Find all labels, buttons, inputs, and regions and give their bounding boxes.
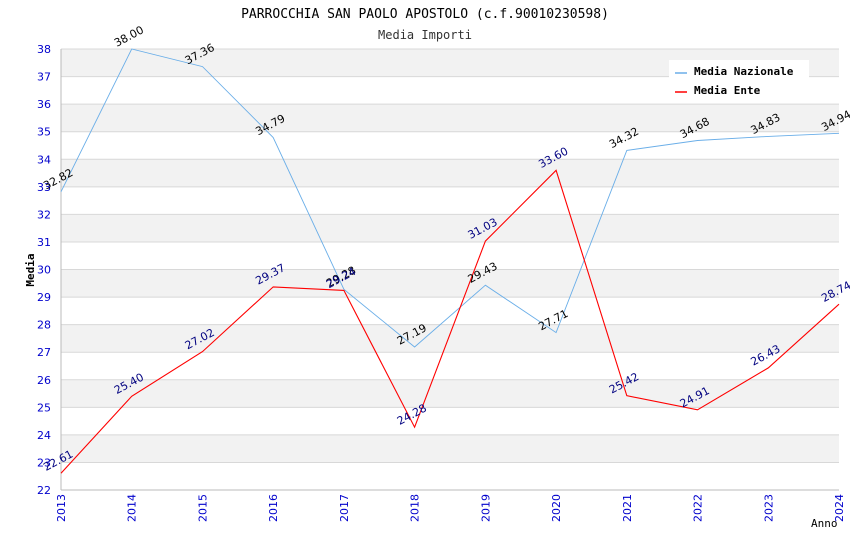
legend-box xyxy=(669,60,809,102)
background-band xyxy=(61,159,839,187)
y-tick-label: 31 xyxy=(37,236,51,249)
y-axis-label: Media xyxy=(24,253,37,286)
series-lines xyxy=(60,48,840,474)
y-tick-label: 23 xyxy=(37,456,51,469)
y-tick-label: 32 xyxy=(37,208,51,221)
y-tick-label: 34 xyxy=(37,153,51,166)
y-tick-label: 37 xyxy=(37,71,51,84)
plot-background-bands xyxy=(61,49,839,463)
chart-title: PARROCCHIA SAN PAOLO APOSTOLO (c.f.90010… xyxy=(241,7,609,22)
y-tick-label: 33 xyxy=(37,181,51,194)
legend: Media Nazionale Media Ente xyxy=(669,60,809,102)
y-tick-label: 26 xyxy=(37,374,51,387)
x-tick-label: 2015 xyxy=(196,494,209,522)
legend-label-media-ente: Media Ente xyxy=(694,84,761,97)
y-tick-label: 27 xyxy=(37,346,51,359)
gridlines xyxy=(61,48,839,491)
background-band xyxy=(61,324,839,353)
y-tick-label: 29 xyxy=(37,291,51,304)
x-tick-label: 2024 xyxy=(833,494,846,522)
background-band xyxy=(61,104,839,132)
data-label-media-nazionale: 32.82 xyxy=(41,166,75,192)
x-tick-label: 2021 xyxy=(621,494,634,522)
y-tick-label: 22 xyxy=(37,484,51,497)
y-tick-label: 35 xyxy=(37,126,51,139)
data-label-media-nazionale: 38.00 xyxy=(112,23,146,49)
series-line-media-ente xyxy=(60,169,840,474)
background-band xyxy=(61,269,839,298)
axes xyxy=(60,49,839,491)
chart-subtitle: Media Importi xyxy=(378,28,472,42)
x-tick-label: 2023 xyxy=(762,494,775,522)
x-tick-label: 2022 xyxy=(692,494,705,522)
data-label-media-ente: 22.61 xyxy=(41,448,75,474)
x-tick-label: 2018 xyxy=(409,494,422,522)
y-tick-label: 36 xyxy=(37,98,51,111)
x-tick-label: 2019 xyxy=(479,494,492,522)
x-tick-label: 2016 xyxy=(267,494,280,522)
y-tick-label: 24 xyxy=(37,429,51,442)
y-tick-label: 30 xyxy=(37,264,51,277)
x-tick-label: 2013 xyxy=(55,494,68,522)
y-tick-label: 38 xyxy=(37,43,51,56)
series-line-media-nazionale xyxy=(60,48,840,348)
background-band xyxy=(61,379,839,408)
y-axis-ticks: 22 23 24 25 26 27 28 29 30 31 32 33 34 35 36 37 38 xyxy=(37,43,51,497)
y-tick-label: 28 xyxy=(37,319,51,332)
x-tick-label: 2014 xyxy=(126,494,139,522)
legend-label-media-nazionale: Media Nazionale xyxy=(694,65,794,78)
x-tick-label: 2020 xyxy=(550,494,563,522)
background-band xyxy=(61,434,839,463)
y-tick-label: 25 xyxy=(37,401,51,414)
x-axis-ticks: 2013 2014 2015 2016 2017 2018 2019 2020 2021 2022… xyxy=(55,494,846,522)
background-band xyxy=(61,214,839,242)
x-tick-label: 2017 xyxy=(338,494,351,522)
x-axis-label: Anno xyxy=(811,517,838,530)
